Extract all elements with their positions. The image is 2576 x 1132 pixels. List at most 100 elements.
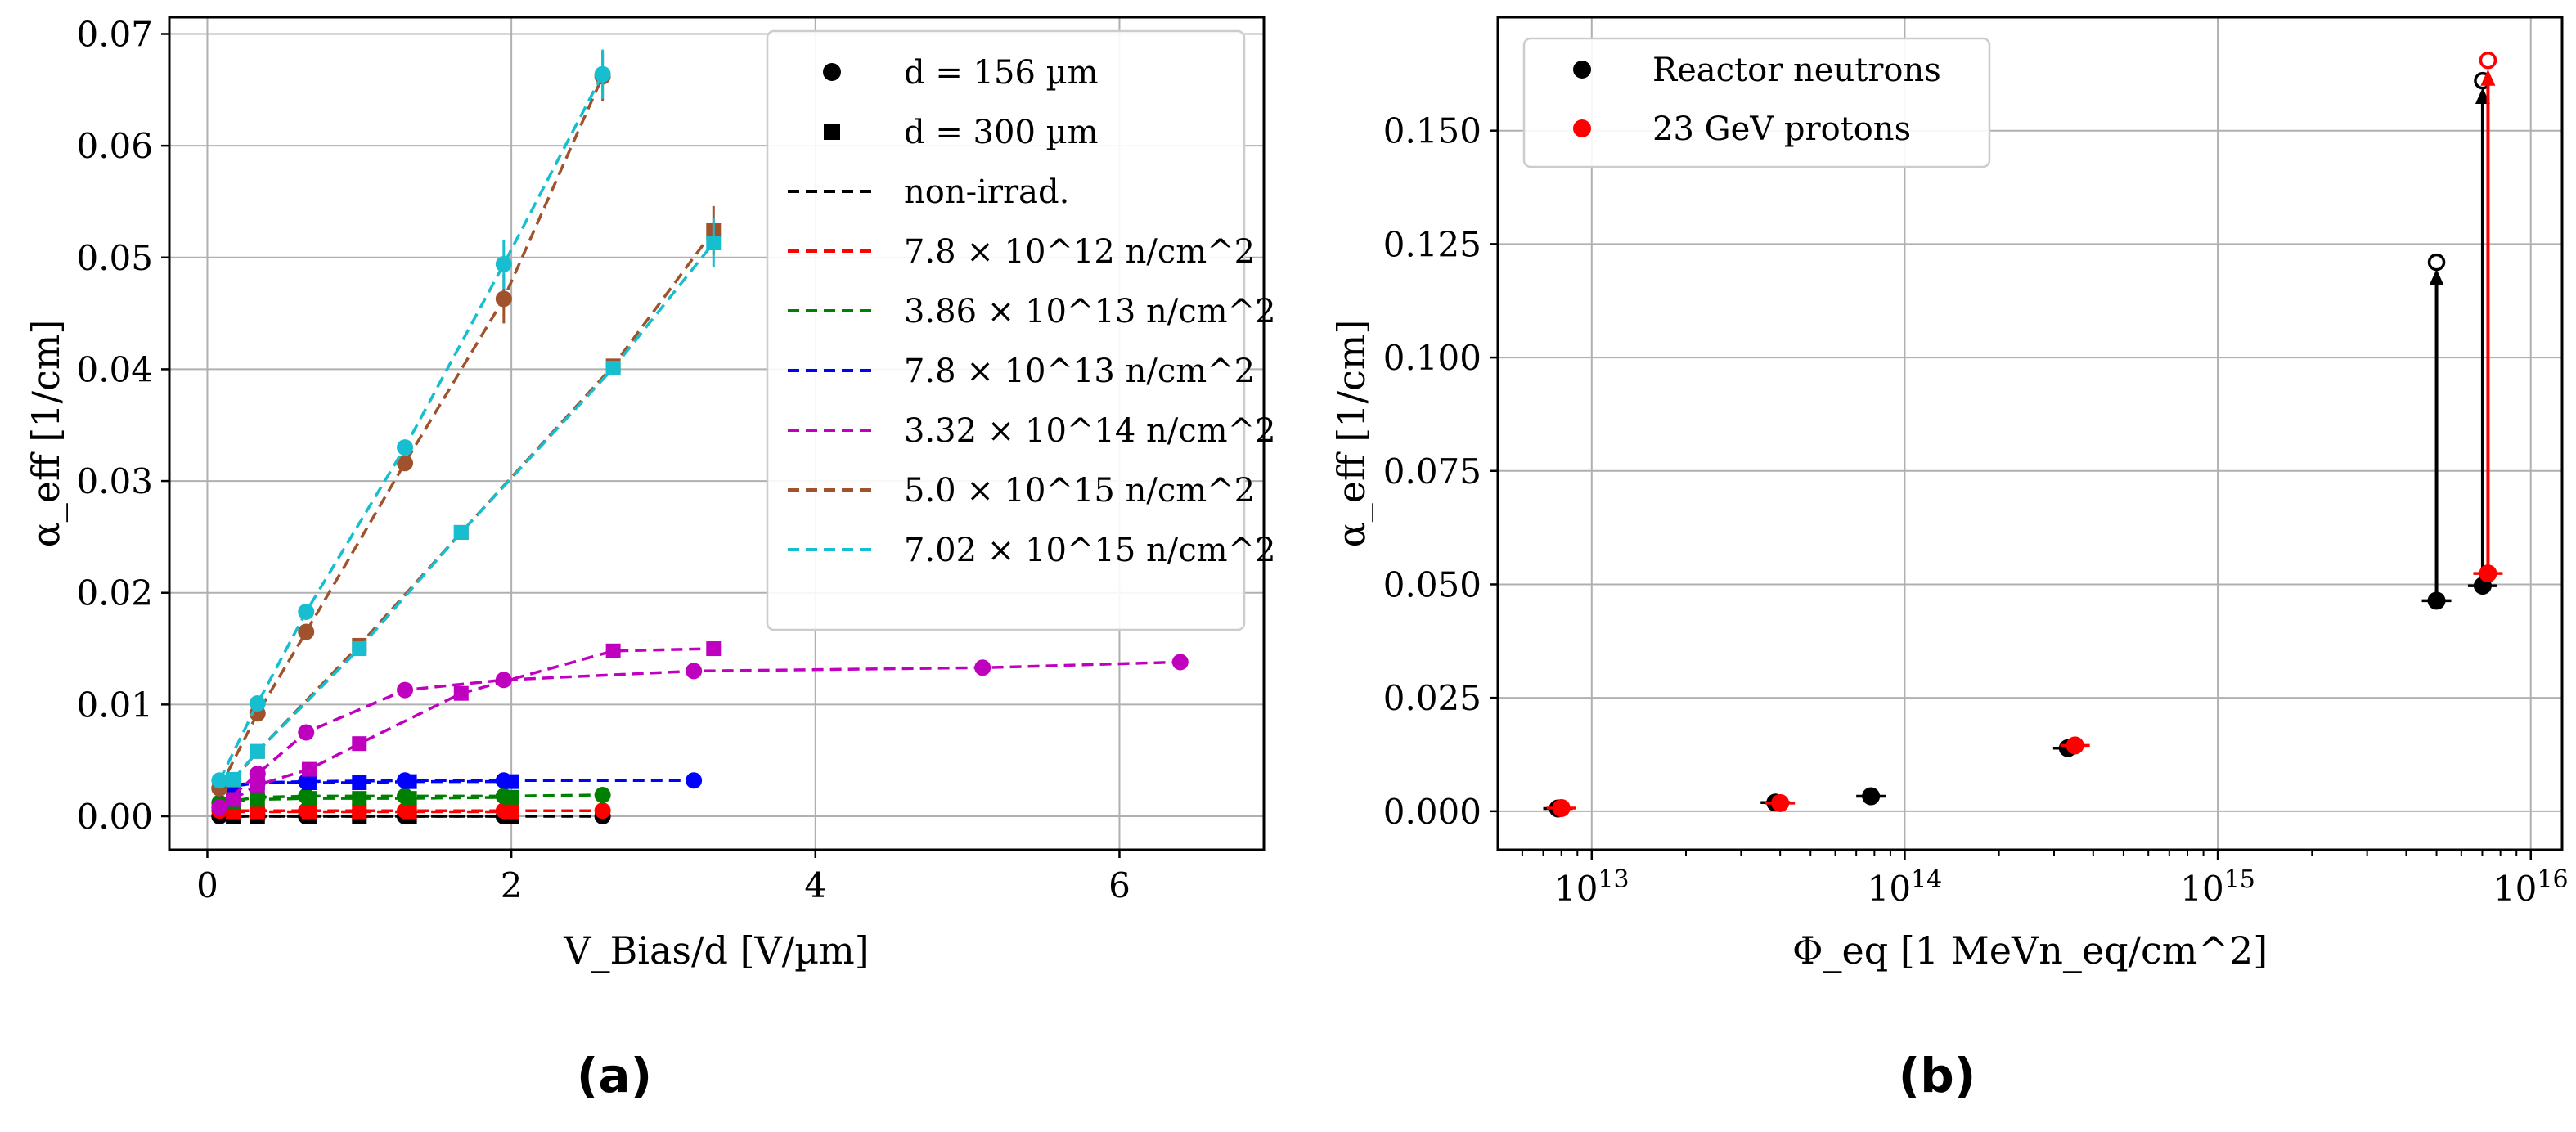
panel-b-data-point xyxy=(1771,793,1790,812)
panel-a-data-point xyxy=(706,641,722,657)
panel-a-data-point xyxy=(301,761,317,777)
panel-a-legend-label: 5.0 × 10^15 n/cm^2 xyxy=(904,472,1255,510)
panel-a-frame xyxy=(168,16,1266,851)
panel-a-series-line xyxy=(218,660,1180,809)
panel-a-y-tick-label: 0.00 xyxy=(76,797,153,837)
panel-a-data-point xyxy=(352,791,367,806)
panel-a-data-point xyxy=(495,672,512,689)
panel-b-open-point xyxy=(2427,253,2446,272)
panel-a-data-point xyxy=(250,743,265,759)
panel-a-series-line xyxy=(218,73,605,782)
panel-a-data-point xyxy=(686,663,703,680)
panel-a-legend-label: 7.02 × 10^15 n/cm^2 xyxy=(904,532,1276,569)
panel-a-legend-label: d = 156 µm xyxy=(904,54,1099,92)
panel-a-caption: (a) xyxy=(577,1048,652,1103)
panel-a-y-tick-label: 0.07 xyxy=(76,14,153,54)
panel-b-x-tick-label: 1014 xyxy=(1868,865,1943,909)
panel-a-data-point xyxy=(504,789,519,805)
panel-b-data-point xyxy=(2427,591,2446,610)
panel-b-data-point xyxy=(1552,798,1571,817)
panel-a-data-point xyxy=(226,771,241,787)
panel-a-y-tick-label: 0.02 xyxy=(76,573,153,613)
panel-a-data-point xyxy=(352,736,367,752)
panel-a-data-point xyxy=(402,791,417,806)
panel-a-data-point xyxy=(250,777,265,793)
panel-b-data-point xyxy=(1862,787,1881,806)
panel-b-x-tick-label: 1016 xyxy=(2493,865,2569,909)
panel-a-legend-label: 7.8 × 10^12 n/cm^2 xyxy=(904,233,1255,271)
panel-a-x-tick-label: 6 xyxy=(1108,865,1131,905)
panel-a-data-point xyxy=(594,787,611,804)
panel-b-y-tick-label: 0.125 xyxy=(1383,224,1481,264)
panel-a-x-axis-label: V_Bias/d [V/µm] xyxy=(563,928,869,973)
panel-a-data-point xyxy=(1171,654,1189,671)
panel-b-data-point xyxy=(2479,564,2497,583)
panel-a-data-point xyxy=(301,775,317,791)
panel-a-data-point xyxy=(706,236,722,251)
panel-b-x-axis-label: Φ_eq [1 MeVn_eq/cm^2] xyxy=(1792,928,2268,973)
panel-a-series-line xyxy=(232,241,715,781)
panel-a-y-axis-label: α_eff [1/cm] xyxy=(24,320,68,548)
panel-a-data-point xyxy=(250,792,265,807)
panel-a-data-point xyxy=(298,603,315,620)
panel-a-legend-label: 3.86 × 10^13 n/cm^2 xyxy=(904,293,1276,330)
panel-a-y-tick-label: 0.05 xyxy=(76,238,153,278)
panel-a-data-point xyxy=(974,659,991,676)
panel-b-ticks: 1013 1014 1015 1016 0.000 0.025 0.050 0.075 0.10… xyxy=(1383,111,2569,909)
panel-a-x-tick-label: 0 xyxy=(196,865,218,905)
panel-b-y-tick-label: 0.025 xyxy=(1383,678,1481,718)
panel-a-series xyxy=(211,49,1189,825)
panel-b-grid xyxy=(1498,17,2562,850)
panel-a-data-point xyxy=(686,772,703,789)
panel-a-data-point xyxy=(605,361,621,376)
panel-b-legend: Reactor neutrons 23 GeV protons xyxy=(1522,37,1991,168)
panel-b-chart: 1013 1014 1015 1016 0.000 0.025 0.050 0.075 0.10… xyxy=(1329,16,2569,1103)
panel-b-legend-label: 23 GeV protons xyxy=(1652,110,1911,148)
panel-b-open-point xyxy=(2479,51,2497,70)
panel-a-data-point xyxy=(298,623,315,640)
panel-a-data-point xyxy=(211,772,228,789)
panel-a-data-point xyxy=(402,804,417,820)
panel-a-data-point xyxy=(249,694,266,712)
panel-a-data-point xyxy=(301,791,317,806)
panel-b-y-axis-label: α_eff [1/cm] xyxy=(1329,320,1373,548)
panel-a-data-point xyxy=(605,643,621,658)
panel-a-data-point xyxy=(250,804,265,820)
panel-a-y-tick-label: 0.06 xyxy=(76,126,153,166)
panel-a-legend-label: d = 300 µm xyxy=(904,114,1099,151)
panel-a-data-point xyxy=(504,774,519,789)
panel-a-data-point xyxy=(397,439,414,456)
panel-a-series-line xyxy=(218,75,605,789)
panel-a-data-point xyxy=(298,724,315,741)
panel-a-x-tick-label: 2 xyxy=(501,865,523,905)
panel-b-y-tick-label: 0.100 xyxy=(1383,338,1481,378)
panel-a-chart: 0 2 4 6 0.00 0.01 0.02 0.03 0.04 0.05 0.06 0.07 d =… xyxy=(24,14,1276,1103)
panel-a-legend-label: non-irrad. xyxy=(904,173,1069,211)
panel-a-series-line xyxy=(232,229,715,782)
panel-a-legend-marker xyxy=(823,63,841,81)
panel-a-y-tick-label: 0.03 xyxy=(76,461,153,501)
panel-b-frame xyxy=(1496,16,2564,851)
panel-b-arrow-head xyxy=(2480,69,2496,86)
panel-a-y-tick-label: 0.01 xyxy=(76,685,153,725)
panel-a-data-point xyxy=(226,792,241,807)
panel-a-data-point xyxy=(453,524,469,540)
panel-a-legend: d = 156 µm d = 300 µm non-irrad. 7.8 × 10^1… xyxy=(766,29,1276,631)
panel-a-ticks: 0 2 4 6 0.00 0.01 0.02 0.03 0.04 0.05 0.06 0.07 xyxy=(76,14,1130,905)
panel-a-data-point xyxy=(301,804,317,820)
panel-a-data-point xyxy=(495,255,512,272)
panel-a-data-point xyxy=(352,641,367,657)
panel-a-data-point xyxy=(352,804,367,820)
panel-a-data-point xyxy=(453,685,469,701)
panel-b-x-tick-label: 1013 xyxy=(1554,865,1630,909)
panel-a-data-point xyxy=(211,799,228,816)
panel-a-legend-label: 7.8 × 10^13 n/cm^2 xyxy=(904,353,1255,390)
panel-a-data-point xyxy=(397,455,414,472)
panel-b-series xyxy=(1543,51,2503,818)
panel-a-legend-label: 3.32 × 10^14 n/cm^2 xyxy=(904,412,1276,450)
panel-b-y-tick-label: 0.000 xyxy=(1383,792,1481,832)
panel-a-data-point xyxy=(397,681,414,699)
panel-b-legend-marker xyxy=(1573,119,1591,137)
panel-a-y-tick-label: 0.04 xyxy=(76,349,153,389)
